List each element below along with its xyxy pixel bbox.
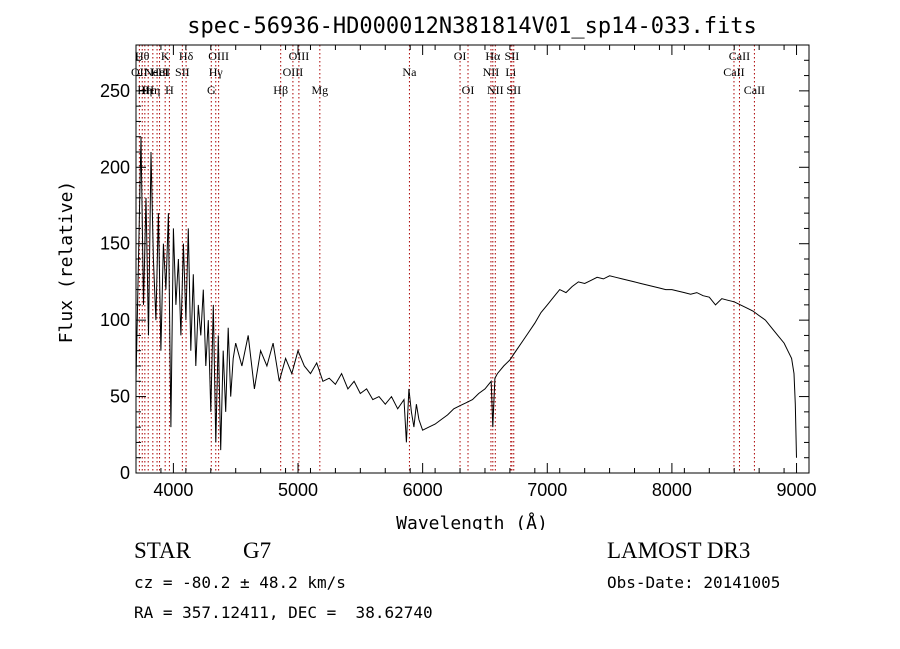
coordinates: RA = 357.12411, DEC = 38.62740 bbox=[134, 603, 433, 622]
line-label-12: Hγ bbox=[209, 65, 224, 79]
line-label-22: Hα bbox=[485, 49, 501, 63]
y-tick-label-5: 250 bbox=[100, 81, 130, 101]
obs-date: Obs-Date: 20141005 bbox=[607, 573, 781, 592]
x-axis-ticks: 4000 5000 6000 7000 8000 9000 bbox=[135, 45, 817, 500]
line-label-14: Hβ bbox=[273, 83, 288, 97]
x-tick-label-0: 4000 bbox=[153, 480, 193, 500]
line-label-0: OII bbox=[131, 65, 148, 79]
line-label-2: Hη bbox=[137, 83, 152, 97]
line-label-19: OI bbox=[454, 49, 467, 63]
y-tick-label-0: 0 bbox=[120, 463, 130, 483]
line-label-26: SII bbox=[506, 83, 521, 97]
line-label-16: OIII bbox=[289, 49, 310, 63]
line-label-11: G bbox=[207, 83, 216, 97]
line-label-20: OI bbox=[462, 83, 475, 97]
emission-line-labels: OIIHθHηHεHηNeIIIHeIKHSIIHδGHγOIIIHβOIIIO… bbox=[131, 49, 765, 97]
line-label-4: Hη bbox=[145, 83, 160, 97]
x-tick-label-3: 7000 bbox=[527, 480, 567, 500]
survey-name: LAMOST DR3 bbox=[607, 538, 751, 563]
line-label-29: CaII bbox=[744, 83, 765, 97]
chart-title: spec-56936-HD000012N381814V01_sp14-033.f… bbox=[187, 14, 757, 39]
spectrum-chart: spec-56936-HD000012N381814V01_sp14-033.f… bbox=[56, 14, 817, 530]
line-label-3: Hε bbox=[141, 83, 155, 97]
y-tick-label-3: 150 bbox=[100, 234, 130, 254]
line-label-25: SII bbox=[505, 49, 520, 63]
x-tick-label-4: 8000 bbox=[652, 480, 692, 500]
redshift-text: cz = -80.2 ± 48.2 km/s bbox=[134, 573, 346, 592]
y-tick-label-1: 50 bbox=[110, 387, 130, 407]
line-label-5: NeIII bbox=[144, 65, 170, 79]
line-label-13: OIII bbox=[208, 49, 229, 63]
emission-line-markers bbox=[138, 45, 755, 473]
x-tick-label-2: 6000 bbox=[403, 480, 443, 500]
line-label-10: Hδ bbox=[179, 49, 194, 63]
line-label-6: HeI bbox=[151, 65, 169, 79]
line-label-1: Hθ bbox=[135, 49, 150, 63]
line-label-17: Mg bbox=[311, 83, 328, 97]
spectrum-series bbox=[135, 136, 797, 458]
line-label-24: Li bbox=[505, 65, 516, 79]
line-label-8: H bbox=[165, 83, 174, 97]
object-class: STAR bbox=[134, 538, 191, 563]
line-label-7: K bbox=[161, 49, 170, 63]
x-axis-label: Wavelength (Å) bbox=[396, 512, 548, 530]
line-label-18: Na bbox=[402, 65, 417, 79]
y-tick-label-4: 200 bbox=[100, 157, 130, 177]
spectrum-line-0 bbox=[135, 136, 797, 458]
y-tick-label-2: 100 bbox=[100, 310, 130, 330]
x-tick-label-1: 5000 bbox=[278, 480, 318, 500]
line-label-28: CaII bbox=[729, 49, 750, 63]
plot-frame bbox=[135, 44, 810, 474]
line-label-9: SII bbox=[175, 65, 190, 79]
line-label-23: NII bbox=[487, 83, 504, 97]
line-label-21: NII bbox=[483, 65, 500, 79]
y-axis-ticks: 0 50 100 150 200 250 bbox=[100, 59, 809, 483]
subclass: G7 bbox=[243, 538, 272, 563]
y-axis-label: Flux (relative) bbox=[56, 181, 77, 344]
x-tick-label-5: 9000 bbox=[777, 480, 817, 500]
line-label-15: OIII bbox=[283, 65, 304, 79]
line-label-27: CaII bbox=[723, 65, 744, 79]
